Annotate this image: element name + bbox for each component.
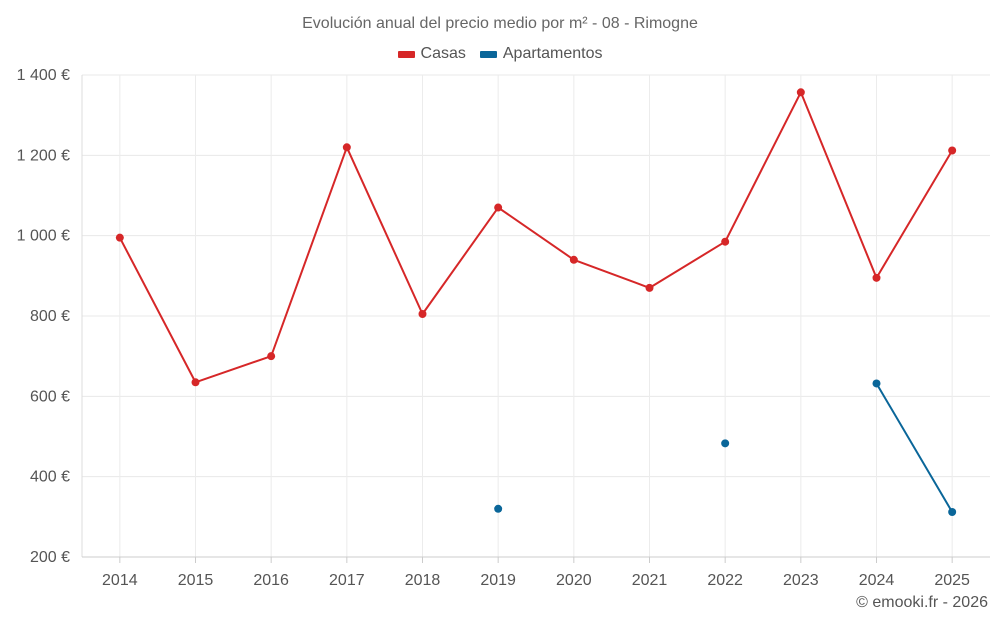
x-tick-label: 2019	[480, 572, 516, 589]
data-point-casas	[872, 273, 881, 282]
series-line-apartamentos	[875, 382, 954, 514]
data-point-casas	[721, 237, 730, 246]
y-tick-label: 800 €	[30, 308, 70, 325]
data-point-apartamentos	[721, 439, 730, 448]
chart-title: Evolución anual del precio medio por m² …	[302, 15, 698, 32]
data-point-apartamentos	[948, 508, 957, 517]
data-point-casas	[494, 203, 503, 212]
data-point-casas	[645, 283, 654, 292]
series-line-casas	[118, 91, 954, 384]
data-point-casas	[418, 309, 427, 318]
x-tick-label: 2024	[859, 572, 895, 589]
legend-label-apartamentos: Apartamentos	[502, 45, 603, 62]
legend-item-casas[interactable]: Casas	[397, 45, 466, 63]
data-point-apartamentos	[494, 504, 503, 513]
legend-label-casas: Casas	[420, 45, 466, 62]
y-tick-label: 1 200 €	[17, 147, 70, 164]
x-tick-label: 2021	[632, 572, 668, 589]
data-point-casas	[342, 143, 351, 152]
x-tick-label: 2023	[783, 572, 819, 589]
data-point-casas	[191, 378, 200, 387]
legend-swatch-apartamentos	[479, 50, 497, 58]
copyright-footer: © emooki.fr - 2026	[856, 594, 988, 611]
y-tick-label: 600 €	[30, 388, 70, 405]
x-tick-label: 2015	[178, 572, 214, 589]
data-point-casas	[948, 146, 957, 155]
data-point-casas	[796, 88, 805, 97]
y-tick-label: 400 €	[30, 469, 70, 486]
x-tick-label: 2016	[253, 572, 289, 589]
data-point-casas	[267, 352, 276, 361]
data-point-casas	[569, 255, 578, 264]
data-point-apartamentos	[872, 379, 881, 388]
legend: Casas Apartamentos	[0, 45, 1000, 63]
legend-item-apartamentos[interactable]: Apartamentos	[479, 45, 603, 63]
y-tick-label: 1 400 €	[17, 67, 70, 84]
x-tick-label: 2014	[102, 572, 138, 589]
x-tick-label: 2022	[707, 572, 743, 589]
y-tick-label: 1 000 €	[17, 228, 70, 245]
legend-swatch-casas	[397, 50, 415, 58]
data-point-casas	[115, 233, 124, 242]
x-tick-label: 2020	[556, 572, 592, 589]
y-tick-label: 200 €	[30, 549, 70, 566]
x-tick-label: 2018	[405, 572, 441, 589]
x-tick-label: 2025	[934, 572, 970, 589]
x-tick-label: 2017	[329, 572, 365, 589]
